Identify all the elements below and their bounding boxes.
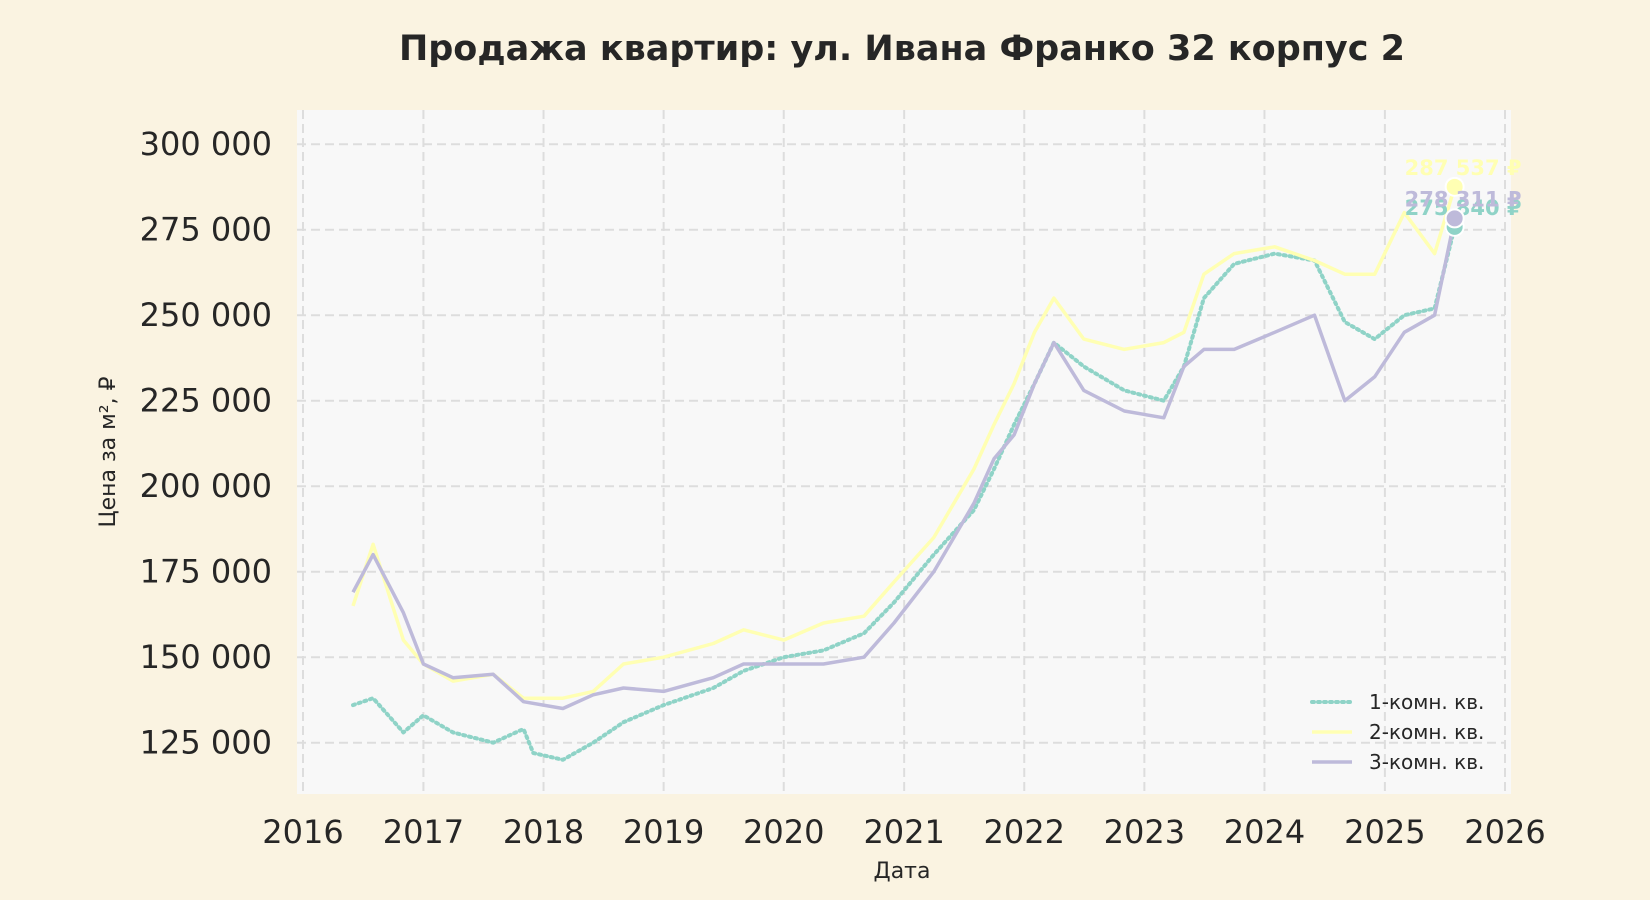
legend: 1-комн. кв. 2-комн. кв. 3-комн. кв. [1310, 690, 1484, 774]
series-end-label: 278 311 ₽ [1405, 187, 1522, 211]
series-end-label: 287 537 ₽ [1405, 156, 1522, 180]
x-axis-label: Дата [874, 859, 931, 884]
x-tick-label: 2019 [623, 813, 704, 851]
series-line [351, 186, 1457, 700]
legend-label: 1-комн. кв. [1369, 690, 1484, 714]
y-tick-label: 275 000 [140, 211, 272, 249]
legend-label: 2-комн. кв. [1369, 720, 1484, 744]
x-tick-label: 2020 [743, 813, 824, 851]
legend-label: 3-комн. кв. [1369, 750, 1484, 774]
x-tick-label: 2023 [1104, 813, 1185, 851]
x-tick-label: 2018 [503, 813, 584, 851]
y-tick-label: 150 000 [140, 638, 272, 676]
y-tick-label: 125 000 [140, 724, 272, 762]
x-tick-label: 2017 [383, 813, 464, 851]
x-tick-label: 2022 [984, 813, 1065, 851]
y-tick-label: 300 000 [140, 125, 272, 163]
y-tick-label: 200 000 [140, 467, 272, 505]
y-tick-label: 175 000 [140, 553, 272, 591]
x-tick-label: 2024 [1224, 813, 1305, 851]
x-tick-label: 2016 [262, 813, 343, 851]
chart-title: Продажа квартир: ул. Ивана Франко 32 кор… [399, 29, 1405, 69]
axes: 2016 2017 2018 2019 2020 2021 2022 2023 2024 2025… [140, 125, 1546, 851]
y-axis-label: Цена за м², ₽ [96, 376, 121, 527]
x-tick-label: 2021 [863, 813, 944, 851]
x-tick-label: 2026 [1464, 813, 1545, 851]
y-tick-label: 225 000 [140, 382, 272, 420]
series-end-point [1444, 208, 1465, 229]
series-end-point [1444, 176, 1465, 197]
series-line [351, 224, 1457, 762]
end-labels: 275 840 ₽287 537 ₽278 311 ₽ [1405, 156, 1522, 237]
y-tick-label: 250 000 [140, 296, 272, 334]
series-lines [351, 186, 1457, 762]
series-line [351, 218, 1457, 711]
grid [297, 110, 1506, 794]
x-tick-label: 2025 [1344, 813, 1425, 851]
